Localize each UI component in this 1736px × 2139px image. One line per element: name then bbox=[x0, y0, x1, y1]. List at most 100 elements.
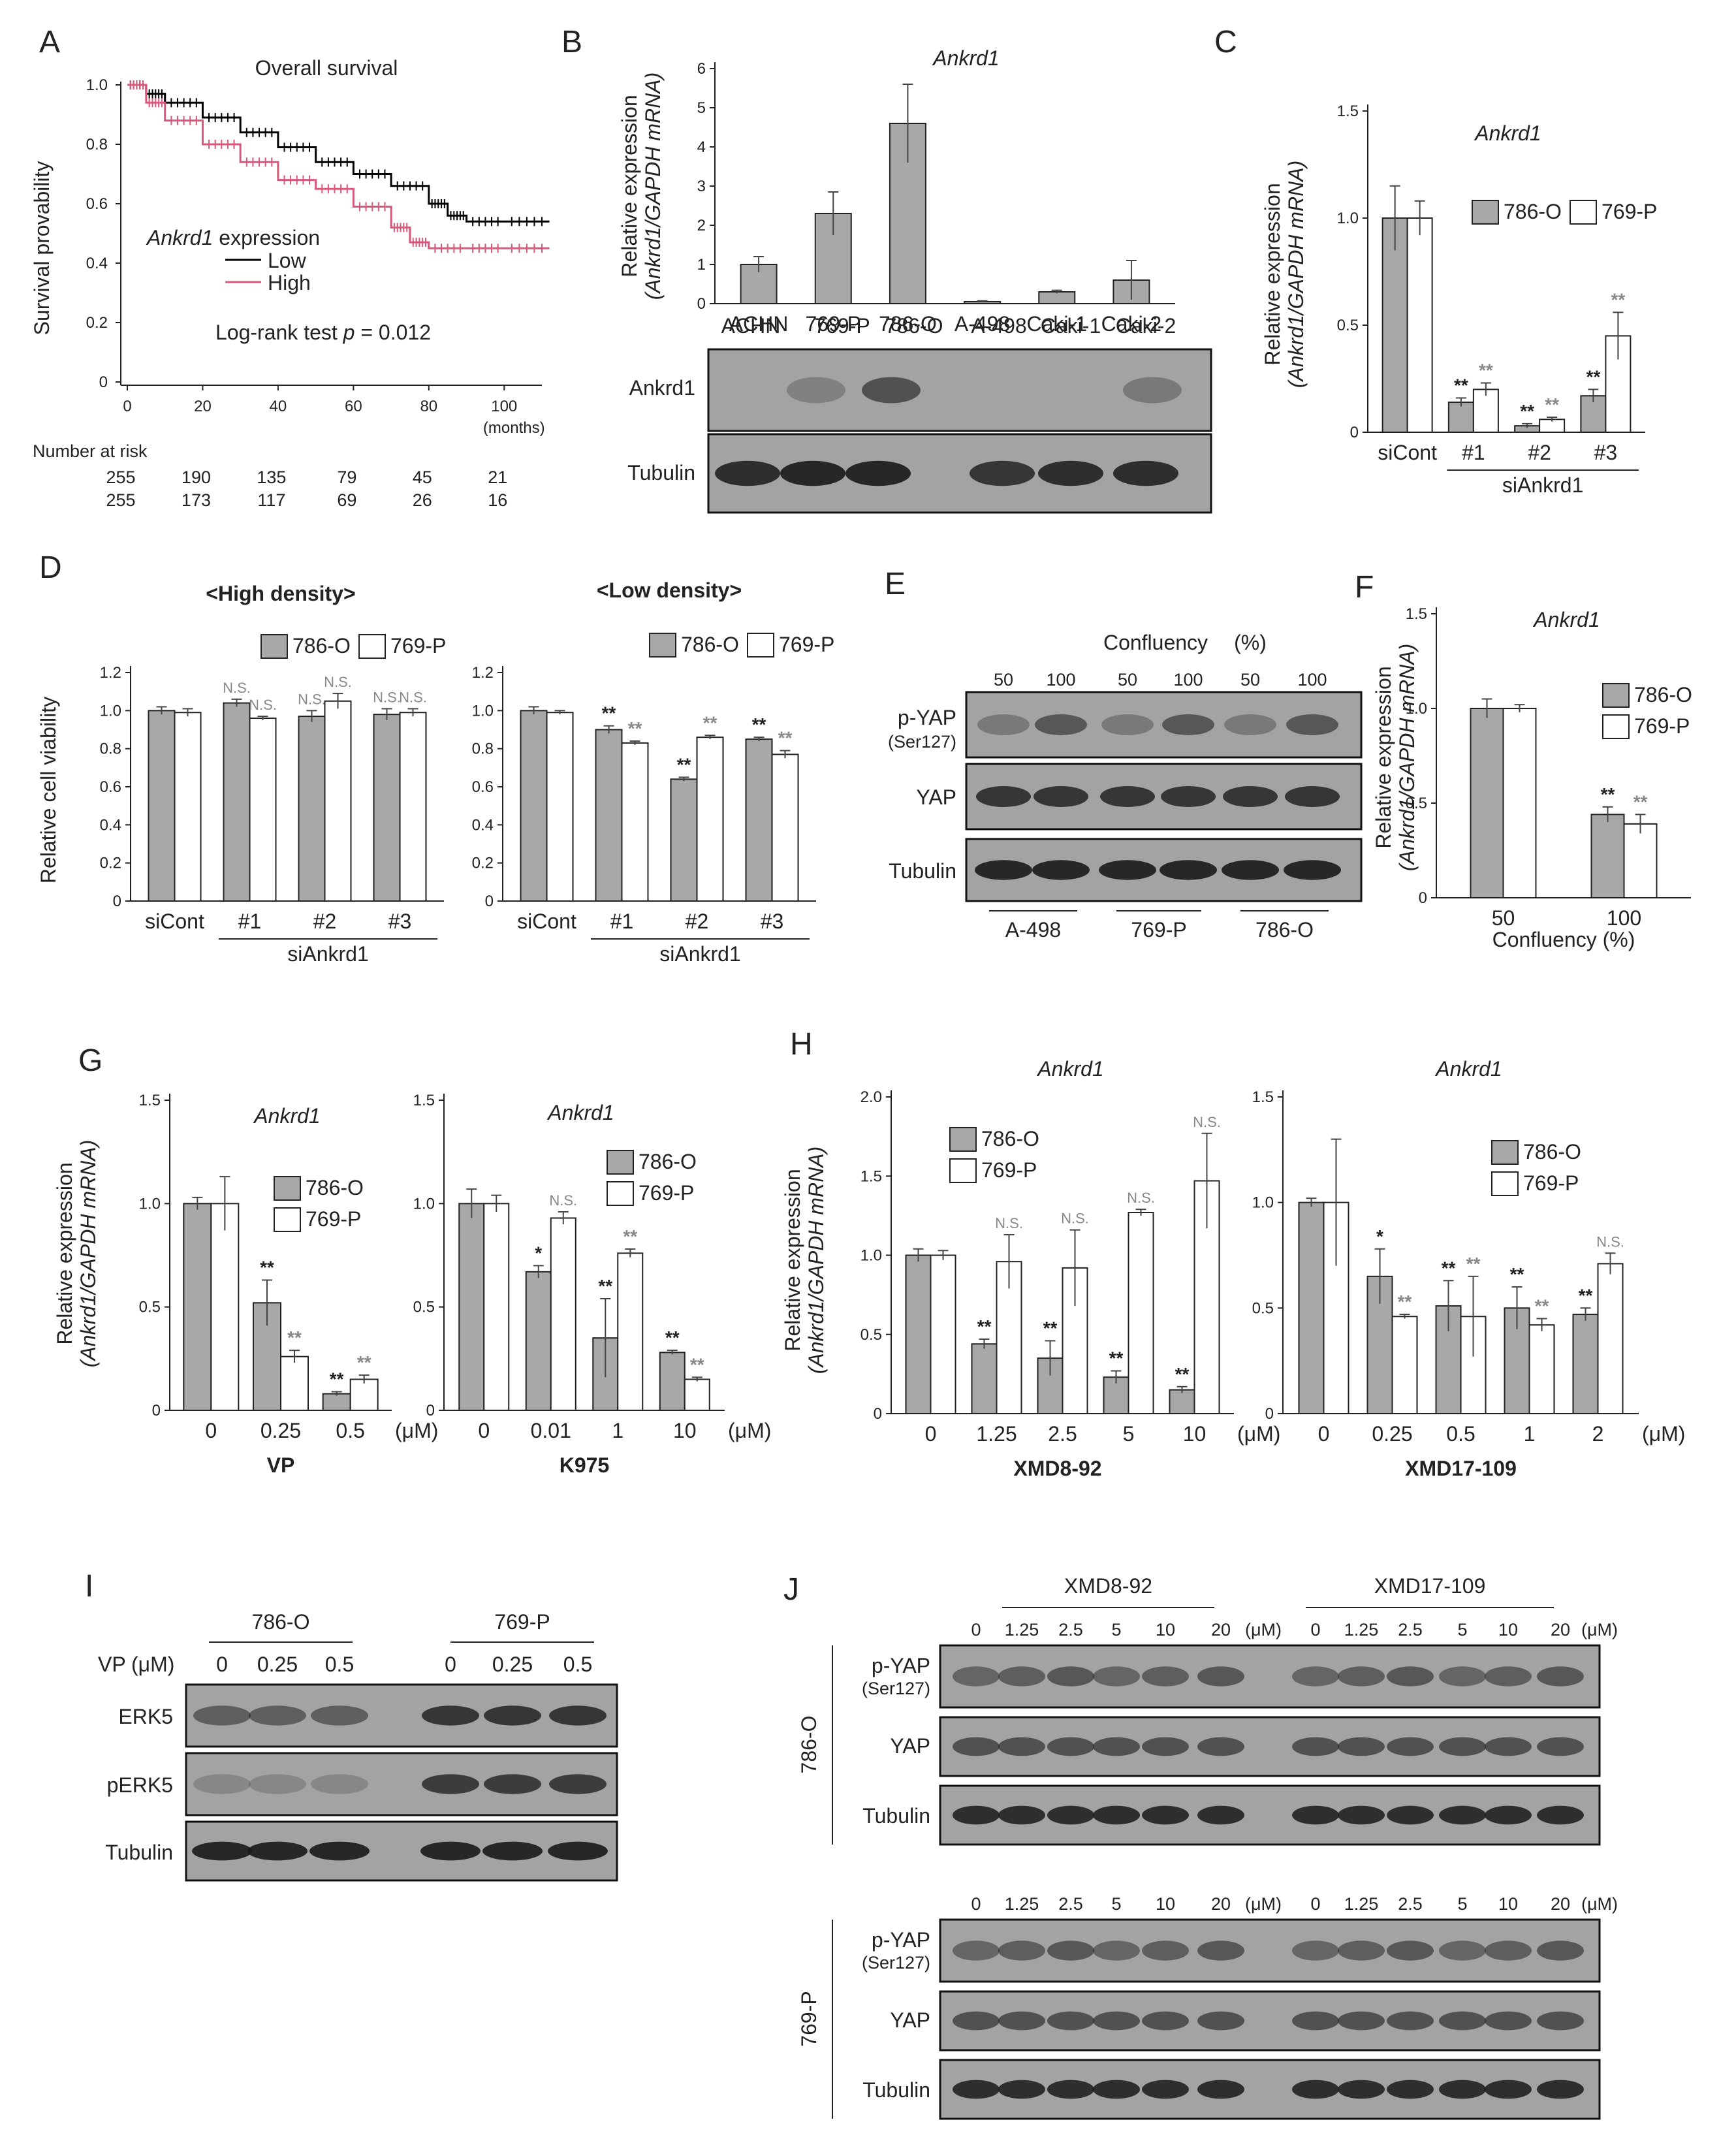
blot-band bbox=[484, 1705, 541, 1726]
blot-band bbox=[998, 1666, 1045, 1687]
significance-label: * bbox=[1376, 1226, 1383, 1246]
blot-band bbox=[422, 1705, 479, 1726]
legend-swatch bbox=[274, 1176, 301, 1201]
ytick: 1.5 bbox=[139, 1092, 161, 1109]
blot-band bbox=[420, 1841, 481, 1861]
ytick: 0.8 bbox=[100, 740, 121, 758]
blot-band bbox=[1093, 2011, 1140, 2031]
lane-label: 0 bbox=[971, 1620, 981, 1640]
confluency-unit: (%) bbox=[1234, 631, 1267, 654]
km-ytick: 0.8 bbox=[86, 136, 108, 153]
blot-band bbox=[953, 1941, 1000, 1961]
blot-band bbox=[976, 786, 1031, 807]
bar bbox=[546, 712, 574, 902]
x-category: #2 bbox=[686, 910, 709, 933]
lane-label: 5 bbox=[1111, 1620, 1121, 1640]
lane-label: 5 bbox=[1111, 1894, 1121, 1914]
x-axis-label: Confluency (%) bbox=[1492, 928, 1635, 951]
ytick: 0.5 bbox=[1337, 317, 1359, 334]
blot-band bbox=[862, 377, 921, 404]
blot-band bbox=[1093, 1941, 1140, 1961]
bar bbox=[1572, 1314, 1599, 1414]
lane-label: 1.25 bbox=[1005, 1894, 1039, 1914]
bar bbox=[1597, 1263, 1624, 1415]
lane-label: 1.25 bbox=[1344, 1620, 1379, 1640]
blot-band bbox=[1387, 1805, 1434, 1825]
x-category: 0.25 bbox=[1372, 1422, 1412, 1446]
blot-band bbox=[311, 1774, 368, 1794]
blot-band bbox=[1485, 1941, 1532, 1961]
ns-label: N.S. bbox=[399, 689, 427, 705]
bar bbox=[1623, 823, 1658, 899]
blot-band bbox=[1093, 1666, 1140, 1687]
blot-band bbox=[1035, 714, 1087, 735]
legend-swatch bbox=[260, 634, 288, 659]
blot-row-label: YAP bbox=[916, 785, 956, 809]
x-category: 0.5 bbox=[1446, 1422, 1475, 1446]
x-category: siCont bbox=[517, 910, 576, 933]
lane-label: 0.25 bbox=[257, 1653, 298, 1676]
blot-band bbox=[1292, 1666, 1339, 1687]
panel-label-g: G bbox=[78, 1043, 103, 1078]
panel-label-e: E bbox=[885, 567, 906, 601]
ytick: 2.0 bbox=[860, 1088, 882, 1106]
ytick: 1.5 bbox=[1406, 605, 1427, 623]
blot-b: ACHN 769-P 786-O A-498 Caki-1 Caki-2Ankrd1Tub… bbox=[627, 314, 1212, 514]
lane-label: 0.5 bbox=[563, 1653, 592, 1676]
km-ytick: 1.0 bbox=[86, 76, 108, 94]
bar bbox=[745, 738, 773, 902]
ns-label: N.S. bbox=[1061, 1211, 1089, 1227]
blot-band bbox=[998, 1737, 1045, 1756]
ns-label: N.S. bbox=[223, 680, 251, 696]
x-category: 786-O bbox=[879, 312, 937, 336]
bar bbox=[1128, 1212, 1154, 1415]
group-label: 769-P bbox=[1131, 918, 1186, 942]
blot-band bbox=[309, 1841, 370, 1861]
significance-label: ** bbox=[665, 1327, 680, 1348]
blot-band bbox=[549, 1705, 607, 1726]
legend-label: 769-P bbox=[1602, 200, 1657, 223]
blot-row-sublabel: (Ser127) bbox=[862, 1953, 930, 1973]
bar bbox=[1169, 1389, 1195, 1414]
blot-band bbox=[1338, 1805, 1385, 1825]
blot-band bbox=[1485, 1666, 1532, 1687]
x-category: 2 bbox=[1592, 1422, 1604, 1446]
ytick: 0 bbox=[113, 893, 121, 910]
x-category: 1 bbox=[612, 1419, 623, 1442]
panel-label-j: J bbox=[783, 1572, 799, 1607]
ytick: 1.0 bbox=[472, 702, 494, 720]
legend-label: 786-O bbox=[1504, 200, 1562, 223]
bar bbox=[1590, 814, 1625, 899]
blot-band bbox=[1142, 1666, 1189, 1687]
x-category: ACHN bbox=[729, 312, 789, 336]
group-label: siAnkrd1 bbox=[659, 942, 741, 966]
x-axis-label: VP bbox=[267, 1453, 295, 1477]
lane-label: 1.25 bbox=[1344, 1894, 1379, 1914]
lane-label: 5 bbox=[1457, 1620, 1467, 1640]
panel-label-a: A bbox=[39, 25, 60, 59]
blot-band bbox=[1197, 2080, 1244, 2099]
blot-band bbox=[1162, 714, 1214, 735]
blot-band bbox=[1439, 1737, 1486, 1756]
blot-row-label: Tubulin bbox=[862, 2078, 930, 2102]
bar bbox=[659, 1352, 686, 1411]
blot-band bbox=[192, 1841, 252, 1861]
ytick: 0.4 bbox=[472, 816, 494, 834]
significance-label: ** bbox=[1442, 1258, 1456, 1278]
x-unit: (μM) bbox=[1642, 1422, 1685, 1446]
blot-band bbox=[1223, 786, 1278, 807]
bar bbox=[324, 700, 352, 902]
blot-row-label: Tubulin bbox=[627, 461, 695, 484]
blot-band bbox=[1439, 1666, 1486, 1687]
blot-band bbox=[1123, 377, 1182, 404]
significance-label: ** bbox=[1454, 375, 1468, 396]
ytick: 0.8 bbox=[472, 740, 494, 758]
significance-label: ** bbox=[628, 718, 642, 738]
drug-label: XMD17-109 bbox=[1374, 1574, 1486, 1598]
risk-count: 255 bbox=[106, 490, 135, 510]
blot-band bbox=[1439, 2011, 1486, 2031]
blot-band bbox=[1485, 2011, 1532, 2031]
lane-label: 0 bbox=[1310, 1894, 1320, 1914]
panel-label-b: B bbox=[561, 25, 582, 59]
panel-label-f: F bbox=[1355, 570, 1374, 605]
